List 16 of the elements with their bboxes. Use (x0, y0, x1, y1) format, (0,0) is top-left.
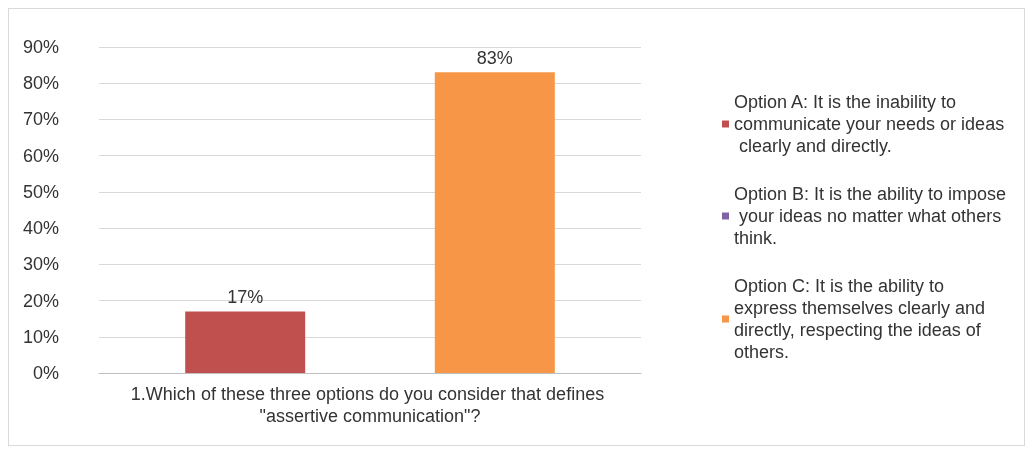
legend-label: Option B: It is the ability to impose your ideas no matter what others think. (734, 184, 1007, 248)
y-tick-label: 0% (32, 363, 59, 383)
legend-label: Option A: It is the inability to communicate your needs or ideas clearly and directly. (734, 92, 1005, 156)
y-tick-label: 70% (22, 109, 59, 130)
y-tick-label: 40% (22, 218, 59, 239)
y-tick-label: 10% (22, 326, 59, 347)
y-tick-label: 90% (22, 37, 59, 57)
y-tick-label: 30% (22, 254, 59, 275)
y-tick-label: 50% (22, 181, 59, 202)
y-tick-label: 20% (22, 290, 59, 311)
x-tick-label: 1.Which of these three options do you consider that defines "assertive communication"? (130, 384, 610, 426)
y-tick-label: 60% (22, 145, 59, 166)
data-label: 83% (476, 48, 513, 69)
y-tick-label: 80% (22, 73, 59, 94)
legend-label: Option C: It is the ability to express themselves clearly and directly, respecting the ideas of others. (734, 276, 991, 362)
data-label: 17% (227, 287, 264, 308)
